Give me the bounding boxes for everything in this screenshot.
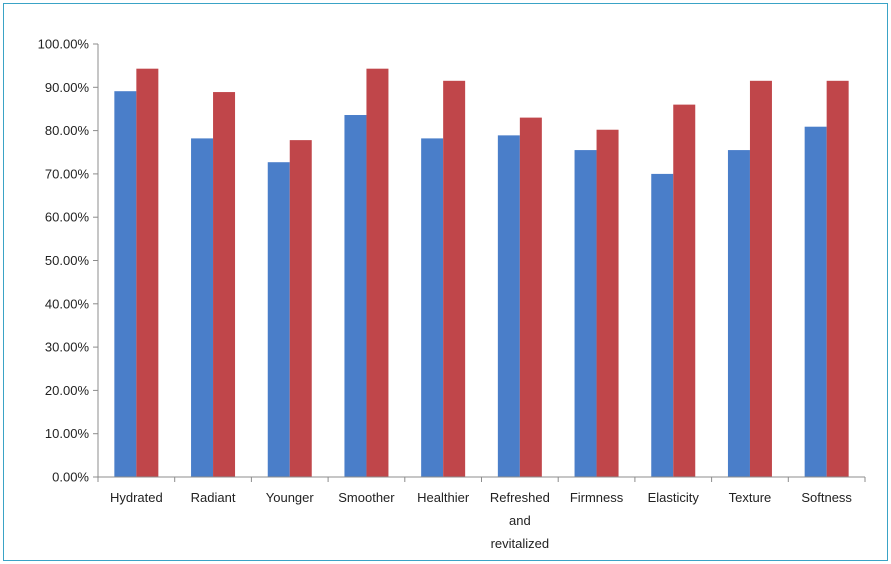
x-tick-label: Hydrated (110, 490, 163, 505)
x-tick-label: Firmness (570, 490, 624, 505)
x-tick-label: revitalized (491, 536, 550, 551)
bar-series-1-8 (727, 150, 750, 477)
x-tick-label: and (509, 513, 531, 528)
y-tick-label: 80.00% (45, 123, 90, 138)
y-tick-label: 10.00% (45, 426, 90, 441)
x-axis: Hydrated Radiant Younger Smoother Healthier R… (97, 476, 866, 551)
bar-series-2-7 (673, 104, 696, 478)
y-tick-label: 50.00% (45, 253, 90, 268)
bar-series-1-1 (191, 138, 214, 478)
bar-series-2-5 (519, 117, 542, 478)
y-axis: 0.00% 10.00% 20.00% 30.00% 40.00% 50.00% 60.00… (38, 37, 99, 485)
bar-series-2-4 (443, 80, 466, 478)
bar-series-2-2 (289, 140, 312, 477)
bars (114, 68, 849, 478)
bar-series-2-0 (136, 68, 159, 477)
y-tick-label: 20.00% (45, 383, 90, 398)
y-tick-label: 40.00% (45, 296, 90, 311)
bar-series-1-9 (804, 126, 827, 477)
bar-series-2-1 (213, 92, 236, 478)
y-tick-label: 70.00% (45, 166, 90, 181)
x-tick-label: Refreshed (490, 490, 550, 505)
bar-series-1-2 (267, 162, 290, 478)
x-tick-label: Healthier (417, 490, 470, 505)
y-tick-label: 90.00% (45, 80, 90, 95)
x-tick-label: Texture (729, 490, 772, 505)
y-tick-label: 100.00% (38, 37, 90, 52)
y-tick-label: 0.00% (52, 470, 89, 485)
bar-chart: 0.00% 10.00% 20.00% 30.00% 40.00% 50.00% 60.00… (38, 37, 866, 551)
bar-series-1-5 (497, 135, 520, 477)
bar-series-1-3 (344, 115, 367, 478)
x-tick-label: Smoother (338, 490, 395, 505)
bar-series-1-0 (114, 91, 137, 478)
x-tick-label: Radiant (191, 490, 236, 505)
bar-series-2-6 (596, 129, 619, 477)
bar-series-1-7 (651, 173, 674, 477)
bar-series-2-8 (749, 80, 772, 478)
x-tick-label: Softness (801, 490, 852, 505)
chart-frame: 0.00% 10.00% 20.00% 30.00% 40.00% 50.00% 60.00… (3, 3, 888, 561)
x-tick-label: Elasticity (648, 490, 700, 505)
bar-series-2-3 (366, 68, 389, 477)
y-tick-label: 30.00% (45, 340, 90, 355)
bar-series-2-9 (826, 80, 849, 478)
y-tick-label: 60.00% (45, 210, 90, 225)
bar-series-1-4 (421, 138, 444, 478)
x-tick-label: Younger (266, 490, 315, 505)
bar-series-1-6 (574, 150, 597, 477)
